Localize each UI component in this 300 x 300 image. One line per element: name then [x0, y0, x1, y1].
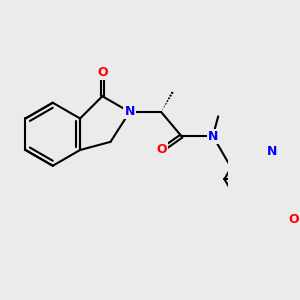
Text: O: O	[97, 66, 108, 79]
Text: N: N	[124, 106, 135, 118]
Text: N: N	[266, 146, 277, 158]
Text: O: O	[157, 143, 167, 156]
Text: N: N	[208, 130, 218, 142]
Text: O: O	[288, 212, 299, 226]
